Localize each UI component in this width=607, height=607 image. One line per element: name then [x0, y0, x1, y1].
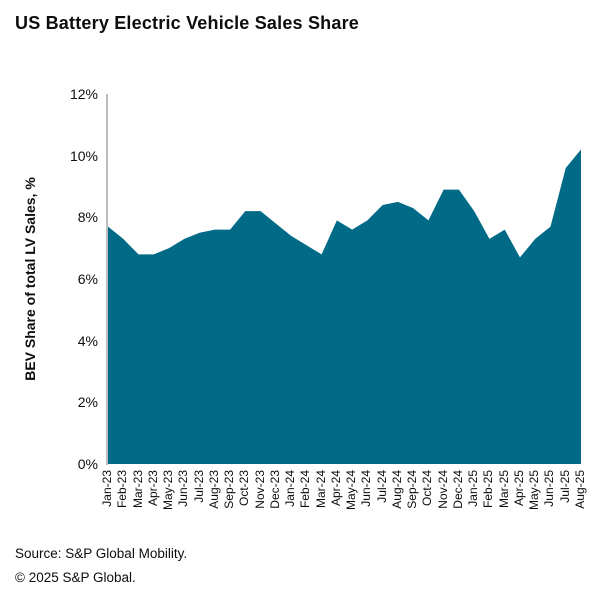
x-tick-label: Nov-24 [435, 470, 450, 509]
x-tick-label: Jun-25 [542, 470, 557, 507]
y-tick-label: 2% [77, 394, 98, 411]
x-tick-label: Dec-24 [450, 470, 465, 509]
x-tick-label: Jan-23 [100, 470, 114, 507]
x-tick-label: Jun-23 [176, 470, 191, 507]
x-tick-label: Jul-24 [374, 470, 389, 503]
x-tick-label: Feb-24 [298, 470, 313, 509]
x-tick-label: Jun-24 [359, 470, 374, 507]
x-tick-label: Mar-24 [313, 470, 328, 509]
y-tick-label: 0% [77, 456, 98, 472]
x-tick-label: Mar-23 [130, 470, 145, 509]
x-tick-label: Apr-23 [145, 470, 160, 507]
area-series [108, 149, 581, 464]
x-tick-label: May-25 [527, 470, 542, 511]
y-tick-label: 6% [77, 271, 98, 287]
x-tick-label: Jul-23 [191, 470, 206, 503]
x-tick-label: Mar-25 [496, 470, 511, 509]
x-tick-label: Oct-24 [420, 470, 435, 507]
chart-title: US Battery Electric Vehicle Sales Share [15, 13, 359, 33]
x-tick-label: Jan-25 [466, 470, 481, 507]
x-tick-label: Apr-25 [511, 470, 526, 507]
x-tick-label: Apr-24 [328, 470, 343, 507]
y-tick-label: 12% [69, 86, 98, 102]
x-tick-label: Sep-23 [222, 470, 237, 509]
x-tick-label: Jan-24 [283, 470, 298, 507]
x-tick-label: Nov-23 [252, 470, 267, 509]
x-tick-label: Aug-24 [389, 470, 404, 509]
area-chart-plot [108, 149, 581, 464]
x-tick-label: Aug-25 [573, 470, 587, 509]
y-tick-label: 10% [69, 147, 98, 164]
x-tick-label: Aug-23 [206, 470, 221, 509]
y-tick-label: 4% [77, 332, 98, 349]
x-tick-label: May-23 [161, 470, 176, 511]
x-tick-label: Jul-25 [557, 470, 572, 503]
copyright-note: © 2025 S&P Global. [15, 570, 136, 585]
y-tick-label: 8% [77, 209, 98, 226]
x-tick-label: May-24 [344, 470, 359, 511]
x-tick-label: Sep-24 [405, 470, 420, 509]
x-tick-label: Feb-25 [481, 470, 496, 509]
source-note: Source: S&P Global Mobility. [15, 546, 188, 561]
x-tick-label: Oct-23 [237, 470, 252, 507]
y-axis-line [106, 94, 108, 465]
x-tick-label: Dec-23 [267, 470, 282, 509]
x-tick-label: Feb-23 [115, 470, 130, 509]
